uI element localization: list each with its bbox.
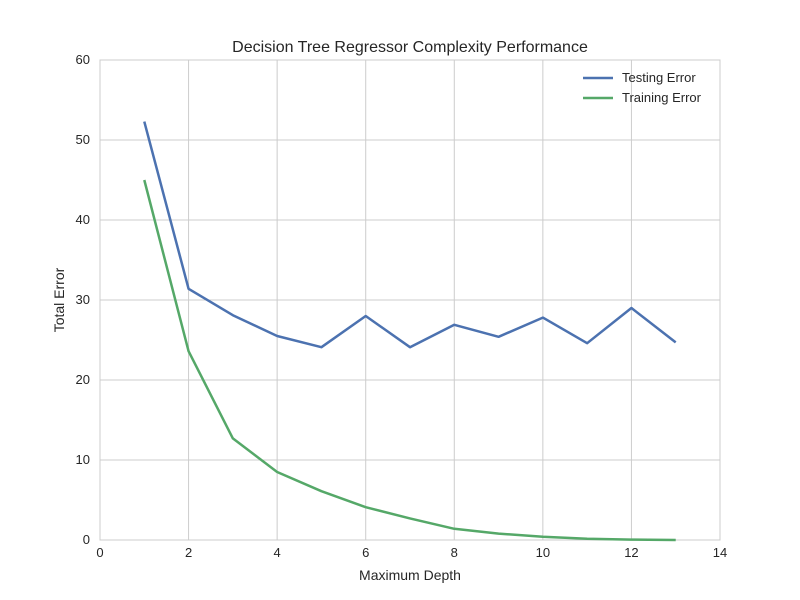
y-tick-label: 40	[76, 212, 90, 227]
y-tick-label: 20	[76, 372, 90, 387]
y-tick-label: 10	[76, 452, 90, 467]
x-tick-label: 2	[185, 545, 192, 560]
y-axis-title: Total Error	[51, 267, 67, 332]
x-tick-label: 12	[624, 545, 638, 560]
x-tick-label: 14	[713, 545, 727, 560]
y-tick-label: 60	[76, 52, 90, 67]
chart-title: Decision Tree Regressor Complexity Perfo…	[232, 39, 588, 56]
y-tick-label: 50	[76, 132, 90, 147]
x-tick-label: 6	[362, 545, 369, 560]
x-tick-label: 4	[274, 545, 281, 560]
x-tick-labels: 0 2 4 6 8 10 12 14	[96, 545, 727, 560]
y-tick-labels: 0 10 20 30 40 50 60	[76, 52, 90, 547]
series-line-training-error	[143, 179, 676, 542]
x-tick-label: 0	[96, 545, 103, 560]
plot-frame	[99, 59, 721, 541]
series-line-testing-error	[143, 121, 677, 349]
legend: Testing Error Training Error	[583, 70, 702, 105]
series	[143, 121, 677, 542]
y-tick-label: 0	[83, 532, 90, 547]
legend-label-testing-error: Testing Error	[622, 70, 696, 85]
y-tick-label: 30	[76, 292, 90, 307]
x-axis-title: Maximum Depth	[359, 567, 461, 583]
x-tick-label: 10	[536, 545, 550, 560]
x-tick-label: 8	[451, 545, 458, 560]
legend-label-training-error: Training Error	[622, 90, 702, 105]
